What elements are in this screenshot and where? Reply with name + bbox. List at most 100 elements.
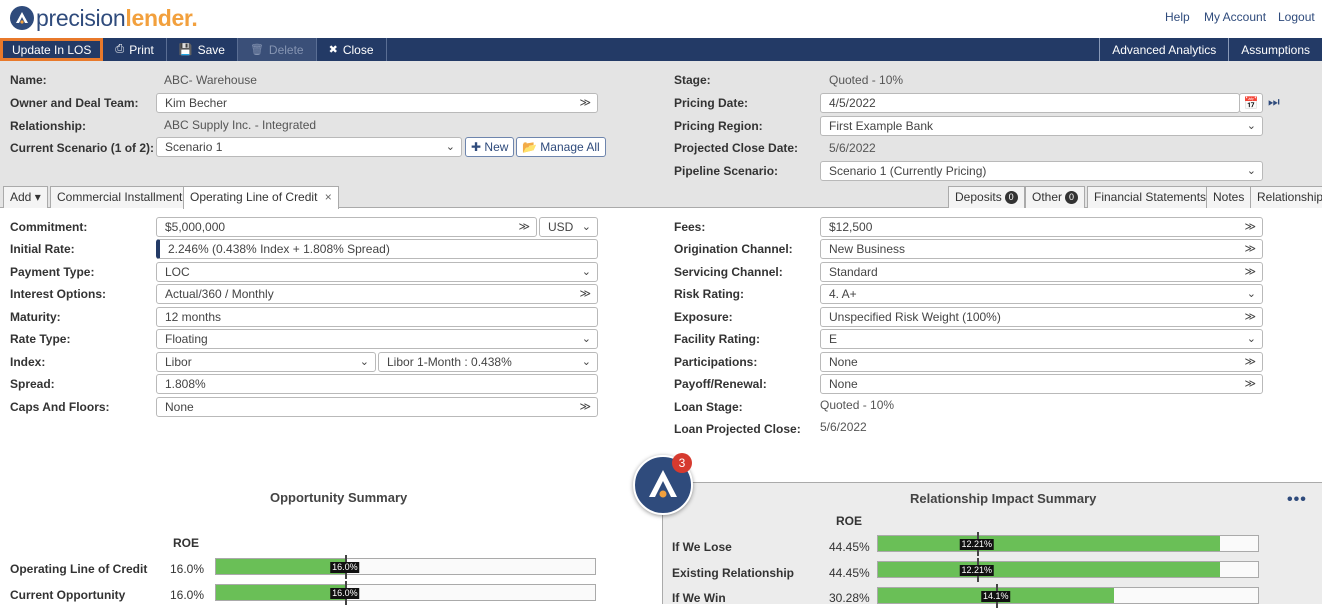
initial-rate-label: Initial Rate: xyxy=(10,242,75,256)
loan-stage-label: Loan Stage: xyxy=(674,400,743,414)
bar-tag: 14.1% xyxy=(981,591,1011,602)
exposure-value: Unspecified Risk Weight (100%) xyxy=(829,310,1001,324)
save-button[interactable]: 💾 Save xyxy=(167,38,238,61)
pipeline-select[interactable]: Scenario 1 (Currently Pricing) ⌄ xyxy=(820,161,1263,181)
delete-label: Delete xyxy=(268,42,304,57)
bar-fill xyxy=(216,559,345,574)
owner-select[interactable]: Kim Becher ≫ xyxy=(156,93,598,113)
chevron-down-icon: ⌄ xyxy=(1246,333,1256,345)
exposure-select[interactable]: Unspecified Risk Weight (100%) ≫ xyxy=(820,307,1263,327)
commitment-input[interactable]: $5,000,000 ≫ xyxy=(156,217,537,237)
impact-row-roe: 44.45% xyxy=(829,566,870,580)
tab-commercial-installment[interactable]: Commercial Installment xyxy=(50,186,190,208)
servicing-select[interactable]: Standard ≫ xyxy=(820,262,1263,282)
pricing-date-input[interactable]: 4/5/2022 xyxy=(820,93,1240,113)
print-button[interactable]: ⎙ Print xyxy=(103,38,167,61)
pricing-region-select[interactable]: First Example Bank ⌄ xyxy=(820,116,1263,136)
opp-row-label: Operating Line of Credit xyxy=(10,562,148,576)
deposits-label: Deposits xyxy=(955,190,1002,204)
bar-fill xyxy=(878,562,1220,577)
advanced-analytics-button[interactable]: Advanced Analytics xyxy=(1099,38,1228,61)
interest-options-select[interactable]: Actual/360 / Monthly ≫ xyxy=(156,284,598,304)
close-button[interactable]: ✖ Close xyxy=(317,38,387,61)
scenario-select[interactable]: Scenario 1 ⌄ xyxy=(156,137,462,157)
logo[interactable]: precision lender. xyxy=(10,4,198,32)
calendar-button[interactable]: 📅 xyxy=(1239,93,1263,113)
double-chevron-icon: ≫ xyxy=(579,288,591,300)
payment-type-select[interactable]: LOC ⌄ xyxy=(156,262,598,282)
index-value: Libor xyxy=(165,355,192,369)
bar-fill xyxy=(878,536,1220,551)
participations-label: Participations: xyxy=(674,355,758,369)
spread-label: Spread: xyxy=(10,377,55,391)
origination-select[interactable]: New Business ≫ xyxy=(820,239,1263,259)
risk-rating-select[interactable]: 4. A+ ⌄ xyxy=(820,284,1263,304)
tab-deposits[interactable]: Deposits 0 xyxy=(948,186,1025,208)
logo-text-precision: precision xyxy=(36,4,126,31)
opp-row-label: Current Opportunity xyxy=(10,588,126,602)
fees-label: Fees: xyxy=(674,220,706,234)
my-account-link[interactable]: My Account xyxy=(1204,10,1267,24)
more-options-icon[interactable]: ••• xyxy=(1287,491,1307,508)
chevron-down-icon: ⌄ xyxy=(581,221,591,233)
tab-other[interactable]: Other 0 xyxy=(1025,186,1086,208)
payoff-label: Payoff/Renewal: xyxy=(674,377,767,391)
update-in-los-button[interactable]: Update In LOS xyxy=(0,38,104,61)
logo-mark-icon xyxy=(10,6,34,30)
bar-tag: 12.21% xyxy=(959,565,995,576)
interest-options-value: Actual/360 / Monthly xyxy=(165,287,274,301)
facility-rating-value: E xyxy=(829,332,838,346)
assumptions-button[interactable]: Assumptions xyxy=(1228,38,1322,61)
chevron-down-icon: ⌄ xyxy=(1246,120,1256,132)
initial-rate-field[interactable]: 2.246% (0.438% Index + 1.808% Spread) xyxy=(156,239,598,259)
double-chevron-icon: ≫ xyxy=(1244,378,1256,390)
double-chevron-icon: ≫ xyxy=(518,221,530,233)
plus-icon: ✚ xyxy=(471,140,482,154)
scenario-value: Scenario 1 xyxy=(165,140,223,154)
impact-title: Relationship Impact Summary xyxy=(910,491,1097,506)
servicing-value: Standard xyxy=(829,265,878,279)
commitment-label: Commitment: xyxy=(10,220,88,234)
currency-select[interactable]: USD ⌄ xyxy=(539,217,598,237)
payoff-select[interactable]: None ≫ xyxy=(820,374,1263,394)
top-bar: precision lender. Help My Account Logout xyxy=(0,0,1322,38)
skip-forward-icon[interactable]: ⏭ xyxy=(1268,94,1280,109)
risk-rating-label: Risk Rating: xyxy=(674,287,745,301)
new-scenario-button[interactable]: ✚ New xyxy=(465,137,515,157)
double-chevron-icon: ≫ xyxy=(579,97,591,109)
caps-floors-select[interactable]: None ≫ xyxy=(156,397,598,417)
new-label: New xyxy=(484,140,509,154)
delete-button[interactable]: 🗑 Delete xyxy=(237,38,317,61)
commitment-value: $5,000,000 xyxy=(165,220,226,234)
index-term-select[interactable]: Libor 1-Month : 0.438% ⌄ xyxy=(378,352,598,372)
impact-row-label: If We Lose xyxy=(672,540,732,554)
interest-options-label: Interest Options: xyxy=(10,287,107,301)
tab-notes[interactable]: Notes xyxy=(1206,186,1252,208)
close-icon: ✖ xyxy=(328,44,338,56)
double-chevron-icon: ≫ xyxy=(579,401,591,413)
index-select[interactable]: Libor ⌄ xyxy=(156,352,376,372)
servicing-label: Servicing Channel: xyxy=(674,265,783,279)
add-tab-button[interactable]: Add ▾ xyxy=(3,186,48,208)
fees-input[interactable]: $12,500 ≫ xyxy=(820,217,1263,237)
bar-tag: 16.0% xyxy=(330,588,360,599)
participations-select[interactable]: None ≫ xyxy=(820,352,1263,372)
payoff-value: None xyxy=(829,377,858,391)
tab-relationship[interactable]: Relationship xyxy=(1250,186,1322,208)
maturity-input[interactable]: 12 months xyxy=(156,307,598,327)
impact-bar: 14.1% xyxy=(877,584,1259,608)
help-link[interactable]: Help xyxy=(1165,10,1190,24)
facility-rating-select[interactable]: E ⌄ xyxy=(820,329,1263,349)
manage-all-button[interactable]: 📂 Manage All xyxy=(516,137,606,157)
spread-input[interactable]: 1.808% xyxy=(156,374,598,394)
tab-financial-statements[interactable]: Financial Statements xyxy=(1087,186,1214,208)
loan-close-value: 5/6/2022 xyxy=(820,420,867,434)
close-tab-icon[interactable]: × xyxy=(324,190,332,204)
rate-type-select[interactable]: Floating ⌄ xyxy=(156,329,598,349)
bar-fill xyxy=(216,585,345,600)
tab-operating-line-of-credit[interactable]: Operating Line of Credit × xyxy=(183,186,339,209)
other-count-badge: 0 xyxy=(1065,191,1079,204)
maturity-label: Maturity: xyxy=(10,310,61,324)
logout-link[interactable]: Logout xyxy=(1278,10,1315,24)
chevron-down-icon: ⌄ xyxy=(1246,288,1256,300)
